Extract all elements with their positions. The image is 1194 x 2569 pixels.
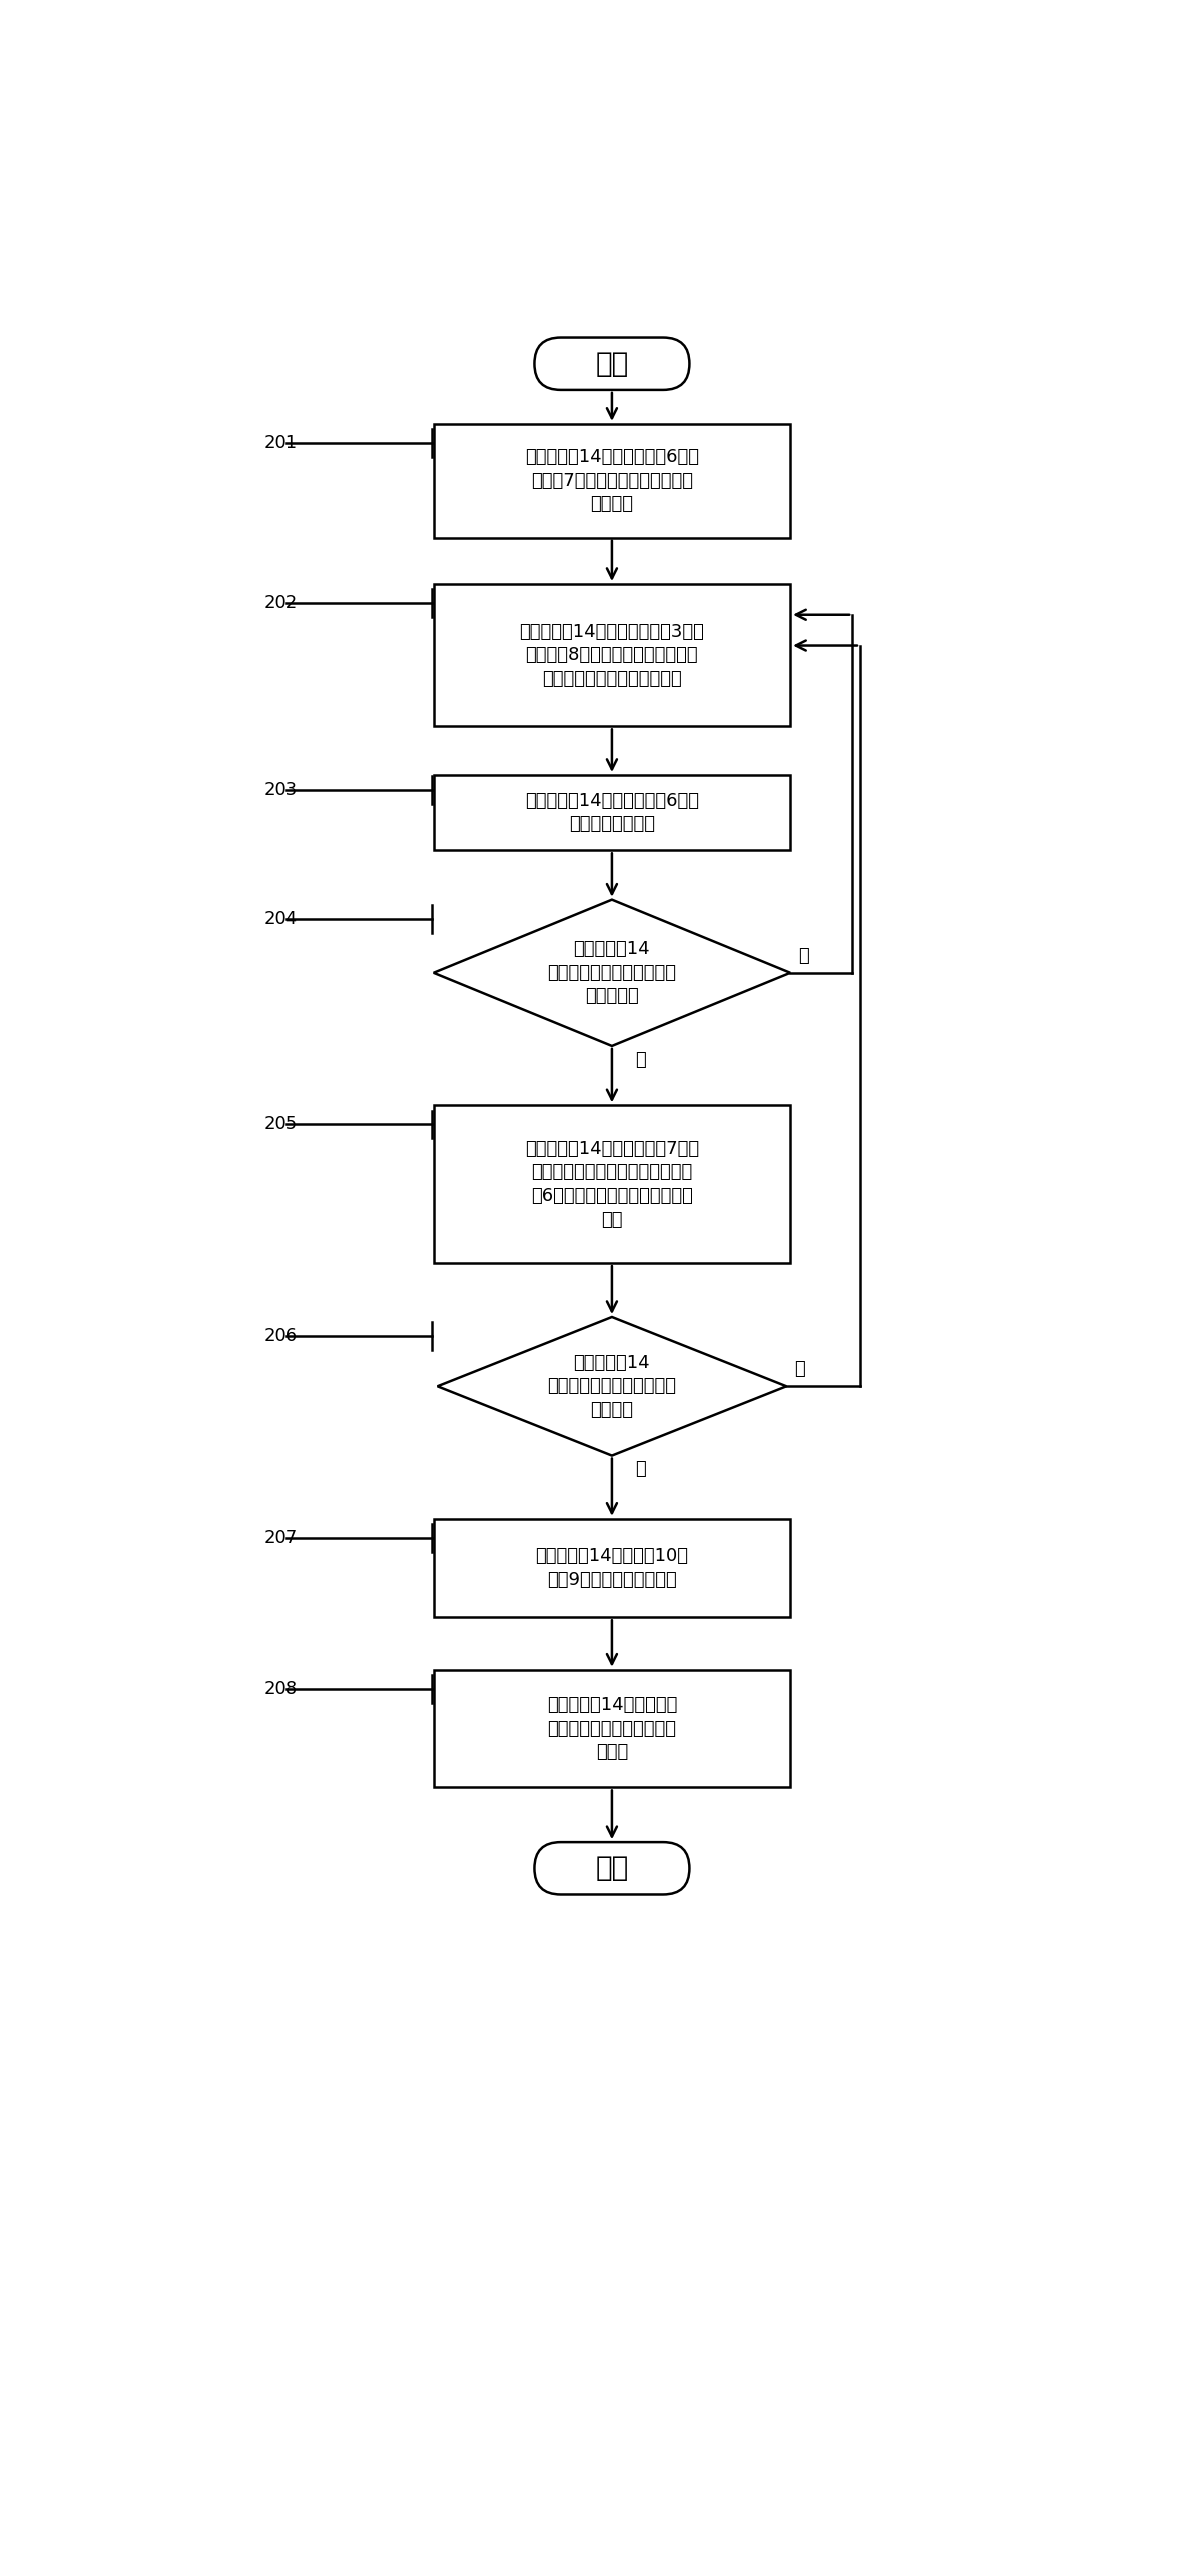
FancyBboxPatch shape xyxy=(433,583,790,727)
Text: 201: 201 xyxy=(264,434,298,452)
Text: 208: 208 xyxy=(264,1680,298,1698)
Text: 微型计算机14控制第一电机6和第
二电机7，将激光光束调整至画面
的右上角: 微型计算机14控制第一电机6和第 二电机7，将激光光束调整至画面 的右上角 xyxy=(525,447,698,514)
Text: 微型计算机14控制光源10和
相机9对被摄物体进行拍摄: 微型计算机14控制光源10和 相机9对被摄物体进行拍摄 xyxy=(535,1547,689,1588)
FancyBboxPatch shape xyxy=(433,1105,790,1264)
FancyBboxPatch shape xyxy=(433,776,790,850)
FancyBboxPatch shape xyxy=(535,337,689,390)
Text: 结束: 结束 xyxy=(596,1855,628,1883)
Text: 206: 206 xyxy=(264,1328,298,1346)
Text: 微型计算机14控制第二电机7逆时
针转动一定的角度，再控制第一电
机6，将激光光束调整至画面的最
上端: 微型计算机14控制第二电机7逆时 针转动一定的角度，再控制第一电 机6，将激光光… xyxy=(525,1141,698,1228)
Text: 205: 205 xyxy=(264,1115,298,1133)
Polygon shape xyxy=(433,899,790,1046)
Text: 202: 202 xyxy=(264,593,298,611)
Text: 203: 203 xyxy=(264,781,298,799)
Text: 开始: 开始 xyxy=(596,349,628,378)
Text: 微型计算机14控制第一电机6逆时
针转动一定的角度: 微型计算机14控制第一电机6逆时 针转动一定的角度 xyxy=(525,791,698,832)
Text: 微型计算机14
判断激光光束是否到达画面
的最左端: 微型计算机14 判断激光光束是否到达画面 的最左端 xyxy=(547,1354,677,1418)
Text: 否: 否 xyxy=(798,948,808,966)
Text: 207: 207 xyxy=(264,1529,298,1547)
Text: 微型计算机14
判断激光光束是否到达画面
的最下端？: 微型计算机14 判断激光光束是否到达画面 的最下端？ xyxy=(547,940,677,1004)
FancyBboxPatch shape xyxy=(433,424,790,537)
Text: 否: 否 xyxy=(794,1362,805,1380)
FancyBboxPatch shape xyxy=(433,1518,790,1618)
Polygon shape xyxy=(437,1318,787,1457)
FancyBboxPatch shape xyxy=(433,1670,790,1788)
Text: 是: 是 xyxy=(635,1051,646,1069)
Text: 微型计算机14控制激光发射器3和激
光接收器8进行测距，并计算空间坐
标，并将该坐标追加到点云中: 微型计算机14控制激光发射器3和激 光接收器8进行测距，并计算空间坐 标，并将该… xyxy=(519,622,704,688)
Text: 是: 是 xyxy=(635,1459,646,1477)
Text: 微型计算机14生成立体图
像，并将其存储在自身的存
储器中: 微型计算机14生成立体图 像，并将其存储在自身的存 储器中 xyxy=(547,1696,677,1762)
FancyBboxPatch shape xyxy=(535,1842,689,1893)
Text: 204: 204 xyxy=(264,909,298,927)
